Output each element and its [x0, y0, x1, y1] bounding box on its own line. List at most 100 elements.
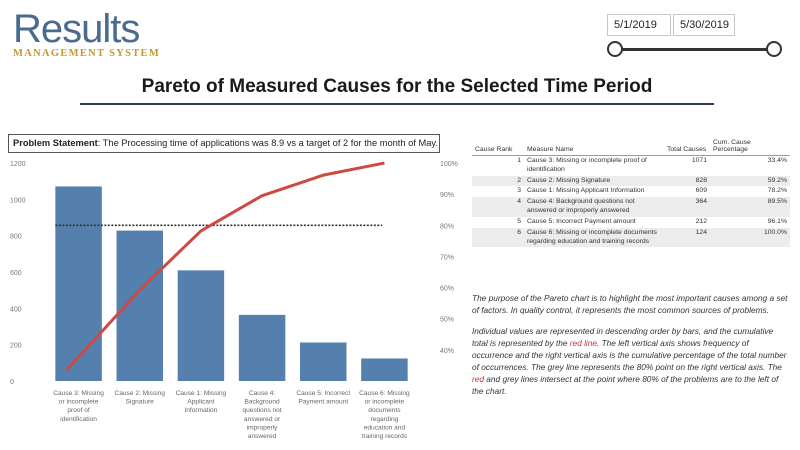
- description-paragraph-1: The purpose of the Pareto chart is to hi…: [472, 293, 788, 316]
- y-right-tick-label: 60%: [440, 286, 454, 293]
- problem-statement-text: : The Processing time of applications wa…: [97, 138, 438, 148]
- cell-total: 124: [664, 227, 710, 248]
- x-tick-label: answered: [248, 433, 277, 440]
- y-right-tick-label: 80%: [440, 223, 454, 230]
- cell-pct: 78.2%: [767, 187, 787, 195]
- cell-measure: Cause 6: Missing or incomplete documents…: [524, 227, 664, 248]
- cell-total: 1071: [691, 157, 707, 164]
- table-header-row: Cause Rank Measure Name Total Causes Cum…: [472, 137, 790, 156]
- x-tick-label: training records: [362, 433, 408, 440]
- x-tick-label: Cause 3: Missing: [53, 390, 104, 397]
- chart-description: The purpose of the Pareto chart is to hi…: [472, 292, 788, 406]
- y-left-tick-label: 1200: [10, 161, 26, 168]
- desc-text: and grey lines intersect at the point wh…: [472, 374, 779, 397]
- x-tick-label: questions not: [242, 407, 281, 414]
- y-right-tick-label: 50%: [440, 317, 454, 324]
- desc-red-line: red line: [569, 338, 597, 349]
- problem-statement: Problem Statement: The Processing time o…: [8, 134, 440, 153]
- x-tick-label: improperly: [247, 424, 278, 431]
- x-tick-label: answered or: [244, 416, 281, 423]
- cell-total: 828: [664, 175, 710, 187]
- description-paragraph-2: Individual values are represented in des…: [472, 325, 788, 397]
- desc-text: . The left vertical axis shows frequency…: [472, 338, 787, 373]
- desc-red: red: [472, 374, 484, 385]
- logo-tagline: MANAGEMENT SYSTEM: [13, 48, 161, 59]
- table-row[interactable]: 2 Cause 2: Missing Signature 828 59.2%: [472, 175, 790, 187]
- cell-rank: 5: [517, 217, 521, 225]
- x-tick-label: Payment amount: [298, 399, 348, 406]
- cell-pct: 33.4%: [767, 157, 787, 164]
- header-measure-name[interactable]: Measure Name: [524, 137, 664, 156]
- x-tick-label: documents: [368, 407, 401, 414]
- cumulative-line: [65, 161, 385, 372]
- bar[interactable]: [238, 314, 286, 381]
- page-title: Pareto of Measured Causes for the Select…: [141, 76, 653, 97]
- start-date-input[interactable]: 5/1/2019: [607, 14, 671, 36]
- y-right-tick-label: 90%: [440, 192, 454, 199]
- logo: Results MANAGEMENT SYSTEM: [13, 8, 163, 59]
- cell-rank: 6: [472, 227, 524, 248]
- cell-pct: 96.1%: [767, 217, 787, 225]
- cell-pct: 59.2%: [710, 175, 790, 187]
- x-tick-label: Cause 5: Incorrect: [296, 390, 350, 397]
- cause-table: Cause Rank Measure Name Total Causes Cum…: [472, 137, 790, 248]
- y-right-tick-label: 100%: [440, 161, 458, 168]
- table-row[interactable]: 3 Cause 1: Missing Applicant Information…: [472, 186, 790, 197]
- x-tick-label: identification: [60, 416, 97, 423]
- x-tick-label: Signature: [126, 399, 155, 406]
- logo-wordmark: Results: [13, 7, 140, 51]
- cell-rank: 4: [472, 197, 524, 217]
- x-tick-label: or incomplete: [59, 399, 99, 406]
- bar[interactable]: [55, 186, 102, 381]
- cell-measure: Cause 5: Incorrect Payment amount: [527, 217, 636, 225]
- x-tick-label: Cause 1: Missing: [176, 390, 227, 397]
- cell-total: 212: [695, 217, 707, 225]
- cell-rank: 2: [472, 175, 524, 187]
- cell-rank: 1: [517, 157, 521, 164]
- cell-total: 364: [664, 197, 710, 217]
- y-left-tick-label: 0: [10, 379, 14, 386]
- y-left-tick-label: 1000: [10, 197, 26, 204]
- table-row[interactable]: 4 Cause 4: Background questions not answ…: [472, 197, 790, 217]
- bar[interactable]: [361, 358, 408, 381]
- y-right-tick-label: 70%: [440, 254, 454, 261]
- table-row[interactable]: 6 Cause 6: Missing or incomplete documen…: [472, 227, 790, 248]
- y-left-tick-label: 600: [10, 270, 22, 277]
- date-range-slider-track[interactable]: [614, 48, 774, 51]
- bar[interactable]: [177, 270, 225, 381]
- desc-text: Individual values are represented in des…: [472, 326, 774, 349]
- cell-pct: 100.0%: [710, 227, 790, 248]
- table-row[interactable]: 1 Cause 3: Missing or incomplete proof o…: [472, 156, 790, 176]
- header-cause-rank[interactable]: Cause Rank: [472, 137, 524, 156]
- y-left-tick-label: 400: [10, 306, 22, 313]
- cell-pct: 89.5%: [710, 197, 790, 217]
- date-range-start-handle[interactable]: [607, 41, 623, 57]
- pareto-chart[interactable]: 0 200 400 600 800 1000 1200 40% 50% 60% 70% 80% 90% 1…: [0, 150, 470, 450]
- end-date-input[interactable]: 5/30/2019: [673, 14, 735, 36]
- header-cum-percentage[interactable]: Cum. Cause Percentage: [710, 137, 790, 156]
- cell-measure: Cause 3: Missing or incomplete proof of …: [527, 157, 647, 173]
- title-divider: [80, 103, 714, 105]
- x-tick-label: education and: [364, 424, 406, 431]
- x-tick-label: Information: [184, 407, 217, 414]
- cell-rank: 3: [517, 187, 521, 195]
- y-left-tick-label: 200: [10, 343, 22, 350]
- x-tick-label: proof of: [67, 407, 90, 414]
- bar[interactable]: [300, 342, 347, 381]
- x-tick-label: Background: [244, 399, 280, 406]
- cell-measure: Cause 1: Missing Applicant Information: [527, 187, 645, 195]
- y-left-tick-label: 800: [10, 234, 22, 241]
- table-row[interactable]: 5 Cause 5: Incorrect Payment amount 212 …: [472, 217, 790, 228]
- date-range-end-handle[interactable]: [766, 41, 782, 57]
- x-tick-label: Cause 6: Missing: [359, 390, 410, 397]
- header-total-causes[interactable]: Total Causes: [664, 137, 710, 156]
- x-tick-label: Applicant: [187, 399, 214, 406]
- x-tick-label: Cause 2: Missing: [114, 390, 165, 397]
- x-tick-label: regarding: [370, 416, 398, 423]
- cell-measure: Cause 4: Background questions not answer…: [524, 197, 664, 217]
- y-right-tick-label: 40%: [440, 348, 454, 355]
- cell-total: 609: [695, 187, 707, 195]
- cell-measure: Cause 2: Missing Signature: [524, 175, 664, 187]
- problem-statement-label: Problem Statement: [13, 138, 98, 148]
- x-tick-label: or incomplete: [365, 399, 405, 406]
